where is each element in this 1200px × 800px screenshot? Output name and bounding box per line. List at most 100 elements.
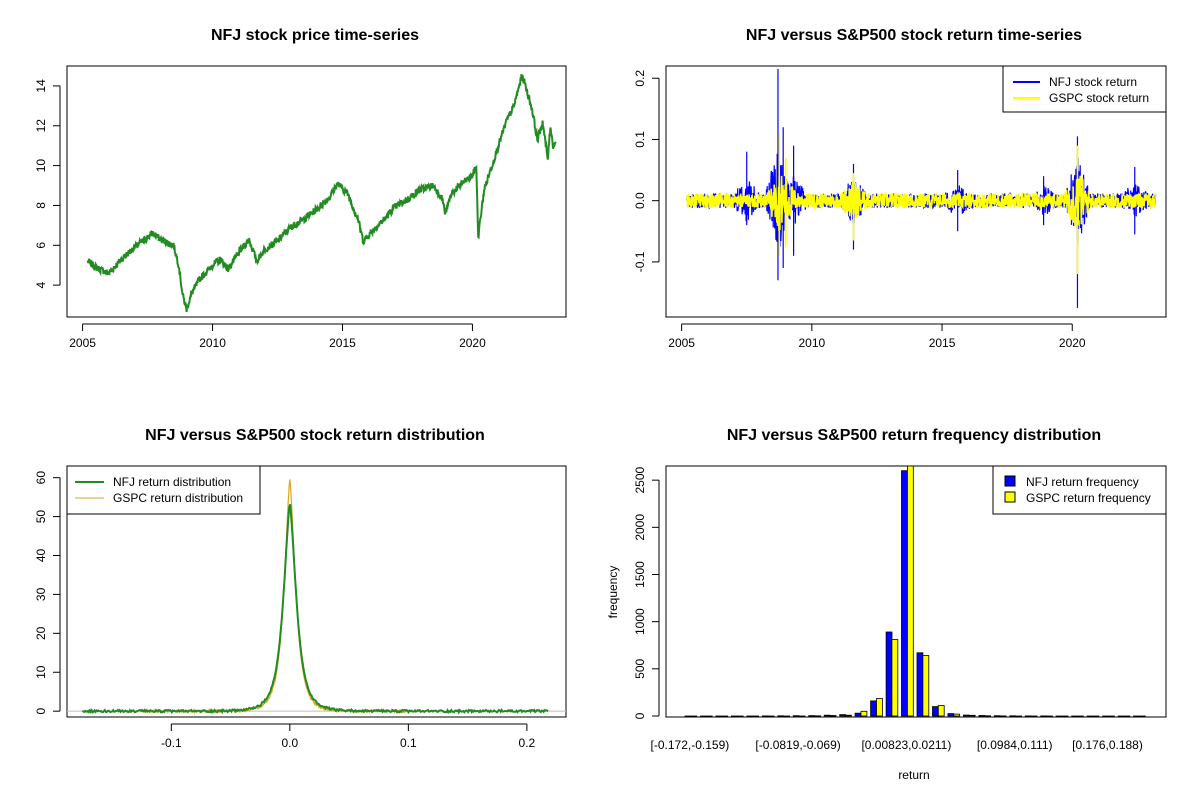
data-layer xyxy=(684,465,1146,718)
legend: NFJ return distribution GSPC return dist… xyxy=(66,465,261,515)
bar-nfj xyxy=(1024,715,1032,717)
bar-nfj xyxy=(1040,715,1047,717)
y-tick-label: 12 xyxy=(34,119,48,133)
y-tick-label: 500 xyxy=(633,658,647,678)
x-tick-label: [-0.172,-0.159) xyxy=(651,738,730,752)
bar-nfj xyxy=(1102,715,1109,718)
bar-gspc xyxy=(907,465,914,717)
x-tick-label: 2005 xyxy=(668,336,695,350)
bar-gspc xyxy=(1046,715,1053,718)
plot-frame xyxy=(665,465,1167,718)
x-tick-label: 2015 xyxy=(929,336,956,350)
y-tick-label: 0.2 xyxy=(633,70,647,87)
bar-nfj xyxy=(700,715,707,718)
bar-nfj xyxy=(932,706,939,717)
y-tick-label: 10 xyxy=(34,665,48,679)
legend-label-gspc: GSPC return frequency xyxy=(1026,491,1151,505)
y-tick-label: 1500 xyxy=(633,561,647,588)
panel-price-timeseries: NFJ stock price time-series 2005 2010 2015… xyxy=(34,27,567,350)
bar-gspc xyxy=(1077,715,1084,718)
panel-frequency-histogram: NFJ versus S&P500 return frequency distr… xyxy=(606,427,1167,782)
legend-label-nfj: NFJ return frequency xyxy=(1026,475,1139,489)
chart-title: NFJ versus S&P500 stock return time-seri… xyxy=(746,27,1082,44)
panel-return-timeseries: NFJ versus S&P500 stock return time-seri… xyxy=(633,27,1167,350)
bar-nfj xyxy=(823,714,831,717)
y-tick-label: 2500 xyxy=(633,466,647,493)
y-tick-label: 6 xyxy=(34,242,48,249)
plot-frame xyxy=(66,465,567,718)
legend-label-nfj: NFJ return distribution xyxy=(113,475,231,489)
bar-gspc xyxy=(860,710,868,717)
bar-nfj xyxy=(839,714,847,717)
bar-nfj xyxy=(1133,715,1140,718)
x-tick-label: 2015 xyxy=(329,336,356,350)
bar-gspc xyxy=(783,715,791,718)
x-tick-label: [0.0984,0.111) xyxy=(977,738,1053,752)
legend: NFJ return frequency GSPC return frequen… xyxy=(992,465,1167,515)
y-tick-label: 0.1 xyxy=(633,131,647,148)
bar-gspc xyxy=(891,639,899,717)
x-tick-label: 0.1 xyxy=(400,736,417,750)
bar-nfj xyxy=(1117,715,1125,718)
x-axis-label: return xyxy=(898,768,929,782)
plot-frame xyxy=(665,65,1167,318)
y-tick-label: 0.0 xyxy=(633,192,647,209)
bar-gspc xyxy=(798,715,806,718)
legend-swatch-nfj xyxy=(1004,475,1016,487)
bar-nfj xyxy=(808,715,816,717)
bar-gspc xyxy=(953,713,961,717)
y-tick-label: 30 xyxy=(34,587,48,601)
bar-nfj xyxy=(885,631,893,717)
bar-gspc xyxy=(845,714,852,717)
chart-title: NFJ versus S&P500 stock return distribut… xyxy=(145,427,485,444)
x-tick-label: [-0.0819,-0.069) xyxy=(755,738,840,752)
x-tick-label: -0.1 xyxy=(161,736,182,750)
y-tick-label: 0 xyxy=(34,708,48,715)
legend-label-nfj: NFJ stock return xyxy=(1049,75,1137,89)
bar-gspc xyxy=(1015,715,1023,718)
bar-gspc xyxy=(968,714,976,717)
bar-gspc xyxy=(922,655,930,717)
y-tick-label: 50 xyxy=(34,510,48,524)
density-curve-nfj xyxy=(81,503,549,715)
y-axis-label: frequency xyxy=(606,566,620,619)
bar-nfj xyxy=(761,715,769,717)
bar-nfj xyxy=(870,700,877,717)
legend-label-gspc: GSPC stock return xyxy=(1049,91,1149,105)
legend-label-gspc: GSPC return distribution xyxy=(113,491,243,505)
bar-gspc xyxy=(1123,715,1131,718)
x-tick-label: 2020 xyxy=(459,336,486,350)
bar-nfj xyxy=(746,715,754,718)
bar-nfj xyxy=(731,715,738,718)
bar-nfj xyxy=(1009,715,1017,717)
bar-nfj xyxy=(947,713,955,717)
bar-nfj xyxy=(854,712,862,717)
x-tick-label: 0.2 xyxy=(519,736,536,750)
bar-nfj xyxy=(777,715,785,717)
bar-nfj xyxy=(1055,715,1063,718)
axes: 2005 2010 2015 2020 -0.1 0.0 0.1 0.2 xyxy=(633,70,1086,350)
bar-gspc xyxy=(814,715,821,717)
y-tick-label: 1000 xyxy=(633,608,647,635)
x-tick-label: 2005 xyxy=(69,336,96,350)
y-tick-label: 0 xyxy=(633,712,647,719)
x-tick-label: 0.0 xyxy=(281,736,298,750)
chart-title: NFJ versus S&P500 return frequency distr… xyxy=(727,427,1101,444)
axes: 0 500 1000 1500 2000 2500 [-0.172,-0.159) [-0.0… xyxy=(633,466,1143,752)
bar-nfj xyxy=(684,715,692,718)
bar-gspc xyxy=(690,715,698,718)
bar-gspc xyxy=(876,698,883,717)
legend-swatch-gspc xyxy=(1004,491,1016,503)
bar-nfj xyxy=(1071,715,1078,718)
legend-box xyxy=(66,465,261,515)
y-tick-label: -0.1 xyxy=(633,251,647,272)
x-tick-label: 2020 xyxy=(1059,336,1086,350)
x-tick-label: [0.00823,0.0211) xyxy=(861,738,951,752)
x-tick-label: [0.176,0.188) xyxy=(1072,738,1143,752)
legend-box xyxy=(992,465,1167,515)
x-tick-label: 2010 xyxy=(199,336,226,350)
bar-nfj xyxy=(901,470,908,717)
bar-gspc xyxy=(1061,715,1069,718)
